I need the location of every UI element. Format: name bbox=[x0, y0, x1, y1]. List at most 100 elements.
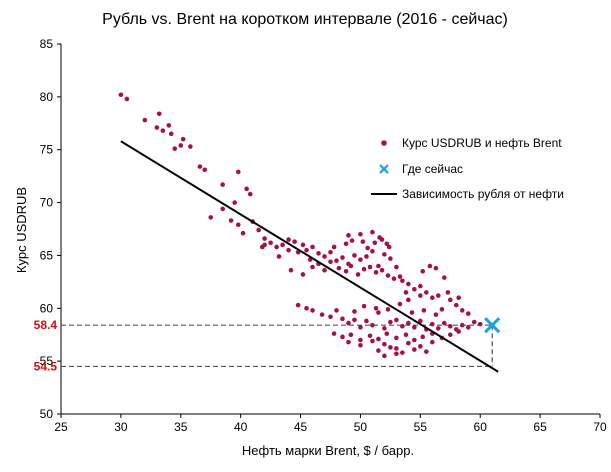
data-point bbox=[220, 182, 225, 187]
data-point bbox=[154, 125, 160, 130]
data-point bbox=[276, 254, 282, 259]
data-point bbox=[400, 323, 405, 329]
x-tick-label: 60 bbox=[474, 420, 488, 434]
data-point bbox=[394, 317, 399, 323]
data-point bbox=[376, 263, 381, 269]
data-point bbox=[358, 337, 363, 343]
data-point bbox=[436, 326, 441, 331]
chart-title: Рубль vs. Brent на коротком интервале (2… bbox=[102, 11, 508, 28]
data-point bbox=[385, 273, 391, 278]
data-point bbox=[228, 218, 234, 223]
data-point bbox=[385, 307, 391, 312]
data-point bbox=[340, 255, 345, 260]
data-point bbox=[358, 257, 363, 262]
y-tick-label: 75 bbox=[40, 143, 54, 157]
data-point bbox=[397, 274, 403, 279]
data-point bbox=[441, 320, 447, 326]
data-point bbox=[244, 186, 249, 192]
y-tick-label: 60 bbox=[40, 301, 54, 315]
data-point bbox=[439, 307, 445, 312]
data-point bbox=[295, 302, 301, 308]
data-point bbox=[373, 270, 379, 275]
data-point bbox=[232, 200, 237, 205]
data-point bbox=[352, 317, 357, 323]
data-point bbox=[346, 339, 351, 345]
legend-label: Где сейчас bbox=[402, 162, 463, 176]
data-point bbox=[288, 267, 294, 273]
data-point bbox=[459, 322, 465, 328]
x-tick-label: 25 bbox=[54, 420, 68, 434]
data-point bbox=[348, 332, 354, 338]
data-point bbox=[433, 312, 439, 317]
data-point bbox=[340, 334, 345, 340]
data-point bbox=[364, 254, 369, 259]
reference-label-forecast: 54.5 bbox=[34, 359, 58, 373]
data-point bbox=[188, 144, 193, 149]
data-point bbox=[208, 215, 214, 220]
x-tick-label: 40 bbox=[234, 420, 248, 434]
data-point bbox=[447, 297, 453, 303]
data-point bbox=[388, 345, 393, 350]
data-point bbox=[373, 305, 379, 311]
legend-swatch-current bbox=[379, 164, 389, 174]
data-point bbox=[430, 321, 435, 327]
x-tick-label: 70 bbox=[593, 420, 607, 434]
data-point bbox=[376, 348, 381, 353]
data-point bbox=[310, 308, 315, 313]
data-point bbox=[235, 222, 241, 228]
data-point bbox=[256, 227, 261, 233]
data-point bbox=[300, 242, 306, 248]
data-point bbox=[370, 322, 375, 328]
data-point bbox=[340, 316, 345, 322]
data-point bbox=[197, 164, 203, 169]
data-point bbox=[430, 295, 435, 301]
data-point bbox=[370, 338, 375, 344]
data-point bbox=[394, 346, 399, 351]
data-point bbox=[274, 244, 279, 250]
data-point bbox=[447, 332, 453, 338]
data-point bbox=[471, 319, 477, 325]
data-point bbox=[328, 259, 333, 265]
data-point bbox=[262, 236, 267, 241]
legend-swatch-current-stroke bbox=[379, 164, 389, 174]
data-point bbox=[336, 265, 342, 271]
data-point bbox=[160, 128, 166, 133]
data-point bbox=[379, 237, 385, 242]
data-point bbox=[391, 276, 397, 281]
x-tick-label: 55 bbox=[414, 420, 428, 434]
data-point bbox=[367, 333, 373, 339]
x-tick-label: 50 bbox=[354, 420, 368, 434]
data-point bbox=[331, 244, 337, 250]
data-point bbox=[384, 331, 390, 336]
data-point bbox=[367, 264, 373, 270]
data-point bbox=[436, 293, 441, 298]
data-point bbox=[358, 325, 363, 330]
data-point bbox=[388, 319, 393, 325]
data-point bbox=[382, 326, 387, 331]
data-point bbox=[397, 301, 403, 307]
x-tick-label: 65 bbox=[533, 420, 547, 434]
data-point bbox=[358, 342, 363, 348]
data-point bbox=[382, 341, 387, 347]
data-point bbox=[400, 350, 405, 355]
data-point bbox=[424, 349, 429, 354]
reference-label-current: 58.4 bbox=[34, 318, 58, 332]
x-tick-label: 35 bbox=[174, 420, 188, 434]
data-point bbox=[412, 337, 417, 343]
data-point bbox=[361, 266, 367, 272]
data-point bbox=[465, 311, 471, 316]
data-point bbox=[412, 286, 417, 292]
data-point bbox=[376, 336, 381, 342]
current-marker-stroke bbox=[484, 317, 501, 334]
data-point bbox=[418, 318, 423, 324]
data-point bbox=[180, 136, 186, 142]
data-point bbox=[142, 117, 148, 123]
data-point bbox=[403, 332, 409, 338]
data-point bbox=[365, 245, 370, 251]
data-point bbox=[247, 191, 253, 197]
data-point bbox=[235, 169, 241, 175]
data-point bbox=[465, 325, 471, 330]
data-point bbox=[409, 310, 415, 315]
data-point bbox=[286, 247, 291, 253]
